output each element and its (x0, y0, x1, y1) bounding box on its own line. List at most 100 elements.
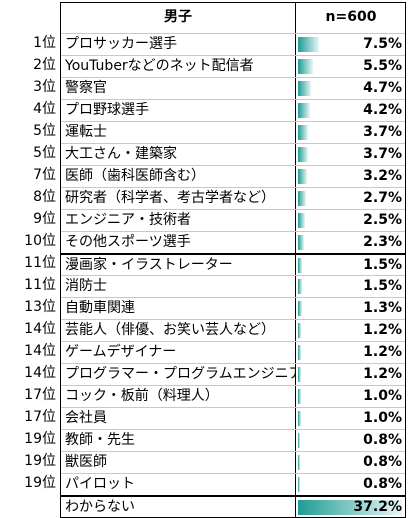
rank-label: 19位 (24, 475, 56, 491)
occupation-label: 消防士 (61, 276, 296, 297)
data-bar (298, 367, 302, 382)
occupation-label: 芸能人（俳優、お笑い芸人など） (61, 320, 296, 341)
occupation-label: パイロット (61, 474, 296, 495)
data-bar (298, 433, 301, 448)
value-cell: 0.8% (296, 474, 406, 495)
rank-label: 13位 (24, 299, 56, 315)
rank-label: 14位 (24, 365, 56, 381)
rank-label: 5位 (33, 145, 56, 161)
data-bar (298, 455, 301, 470)
rank-header-spacer (0, 2, 58, 32)
occupation-label: ゲームデザイナー (61, 342, 296, 363)
table-row: 芸能人（俳優、お笑い芸人など） 1.2% (61, 319, 405, 341)
table-row: 自動車関連 1.3% (61, 297, 405, 319)
percent-label: 7.5% (363, 36, 402, 52)
percent-label: 1.2% (363, 322, 402, 338)
table-row: 医師（歯科医師含む） 3.2% (61, 165, 405, 187)
occupation-label: 運転士 (61, 122, 296, 143)
value-cell: 2.7% (296, 188, 406, 209)
value-cell: 1.0% (296, 386, 406, 407)
table-row: 会社員 1.0% (61, 407, 405, 429)
occupation-label: 教師・先生 (61, 430, 296, 451)
rank-label: 10位 (24, 233, 56, 249)
table-row: わからない 37.2% (61, 495, 405, 517)
percent-label: 3.7% (363, 124, 402, 140)
data-bar (298, 169, 307, 184)
rank-label: 14位 (24, 321, 56, 337)
value-cell: 3.7% (296, 144, 406, 165)
rank-label: 11位 (24, 277, 56, 293)
header-group-label: 男子 (61, 3, 296, 33)
table-row: YouTuberなどのネット配信者 5.5% (61, 55, 405, 77)
data-bar (298, 301, 302, 316)
data-bar (298, 37, 319, 52)
occupation-label: 獣医師 (61, 452, 296, 473)
value-cell: 4.7% (296, 78, 406, 99)
occupation-label: プロサッカー選手 (61, 34, 296, 55)
data-bar (298, 147, 309, 162)
value-cell: 4.2% (296, 100, 406, 121)
table-row: 消防士 1.5% (61, 275, 405, 297)
occupation-label: 医師（歯科医師含む） (61, 166, 296, 187)
value-cell: 3.2% (296, 166, 406, 187)
data-bar (298, 500, 402, 515)
occupation-label: 会社員 (61, 408, 296, 429)
data-bar (298, 59, 314, 74)
percent-label: 1.0% (363, 388, 402, 404)
occupation-label: エンジニア・技術者 (61, 210, 296, 231)
value-cell: 0.8% (296, 430, 406, 451)
data-bar (298, 191, 306, 206)
percent-label: 2.5% (363, 212, 402, 228)
occupation-label: 警察官 (61, 78, 296, 99)
table-row: ゲームデザイナー 1.2% (61, 341, 405, 363)
rank-label: 1位 (33, 35, 56, 51)
rank-label: 7位 (33, 167, 56, 183)
table-row: プロサッカー選手 7.5% (61, 33, 405, 55)
rank-label: 3位 (33, 79, 56, 95)
percent-label: 0.8% (363, 476, 402, 492)
data-bar (298, 345, 302, 360)
rank-label: 2位 (33, 57, 56, 73)
rank-label (0, 494, 58, 516)
percent-label: 0.8% (363, 454, 402, 470)
percent-label: 2.3% (363, 234, 402, 250)
value-cell: 1.3% (296, 298, 406, 319)
rank-label: 11位 (24, 255, 56, 271)
percent-label: 1.2% (363, 344, 402, 360)
data-bar (298, 81, 312, 96)
percent-label: 4.2% (363, 102, 402, 118)
percent-label: 1.2% (363, 366, 402, 382)
percent-label: 1.5% (363, 278, 402, 294)
rank-label: 19位 (24, 453, 56, 469)
occupation-label: YouTuberなどのネット配信者 (61, 56, 296, 77)
value-cell: 7.5% (296, 34, 406, 55)
table-row: 大工さん・建築家 3.7% (61, 143, 405, 165)
table-row: 獣医師 0.8% (61, 451, 405, 473)
value-cell: 1.2% (296, 342, 406, 363)
rank-label: 5位 (33, 123, 56, 139)
table-row: 運転士 3.7% (61, 121, 405, 143)
percent-label: 2.7% (363, 190, 402, 206)
table-row: エンジニア・技術者 2.5% (61, 209, 405, 231)
value-cell: 1.5% (296, 276, 406, 297)
occupation-label: コック・板前（料理人） (61, 386, 296, 407)
rank-label: 17位 (24, 387, 56, 403)
occupation-label: 漫画家・イラストレーター (61, 255, 296, 275)
occupation-label: 大工さん・建築家 (61, 144, 296, 165)
table-row: 警察官 4.7% (61, 77, 405, 99)
value-cell: 5.5% (296, 56, 406, 77)
percent-label: 1.0% (363, 410, 402, 426)
data-bar (298, 258, 303, 273)
rank-label: 17位 (24, 409, 56, 425)
table-row: パイロット 0.8% (61, 473, 405, 495)
occupation-label: 自動車関連 (61, 298, 296, 319)
data-bar (298, 477, 301, 492)
occupation-label: 研究者（科学者、考古学者など） (61, 188, 296, 209)
value-cell: 37.2% (296, 497, 406, 517)
table-row: その他スポーツ選手 2.3% (61, 231, 405, 253)
rank-label: 4位 (33, 101, 56, 117)
percent-label: 5.5% (363, 58, 402, 74)
value-cell: 1.2% (296, 320, 406, 341)
table-header: 男子 n=600 (61, 3, 405, 33)
